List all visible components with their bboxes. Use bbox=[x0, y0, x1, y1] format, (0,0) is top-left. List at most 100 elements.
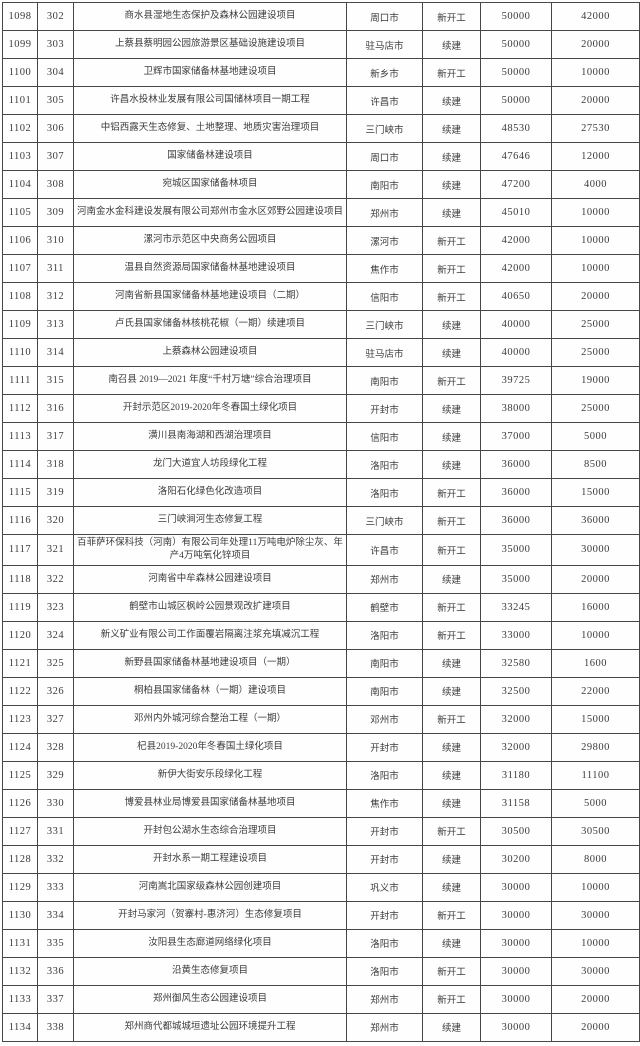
cell-amount-2: 15000 bbox=[551, 478, 640, 507]
cell-amount-1: 45010 bbox=[480, 198, 552, 227]
table-row: 1127 331 开封包公湖水生态综合治理项目 开封市 新开工 30500 30… bbox=[2, 816, 640, 846]
cell-seq-number: 316 bbox=[37, 394, 74, 423]
table-row: 1123 327 邓州内外城河综合整治工程（一期） 邓州市 新开工 32000 … bbox=[2, 704, 640, 734]
cell-amount-1: 30000 bbox=[480, 956, 552, 986]
cell-amount-1: 32500 bbox=[480, 676, 552, 706]
cell-seq-number: 311 bbox=[37, 254, 74, 283]
cell-amount-1: 30000 bbox=[480, 928, 552, 958]
table-row: 1132 336 沿黄生态修复项目 洛阳市 新开工 30000 30000 bbox=[2, 956, 640, 986]
table-row: 1099 303 上蔡县蔡明园公园旅游景区基础设施建设项目 驻马店市 续建 50… bbox=[2, 30, 640, 59]
cell-amount-1: 35000 bbox=[480, 534, 552, 566]
cell-status: 续建 bbox=[422, 760, 481, 790]
cell-city: 洛阳市 bbox=[346, 956, 423, 986]
cell-city: 周口市 bbox=[346, 2, 423, 31]
cell-amount-2: 30000 bbox=[551, 956, 640, 986]
cell-amount-2: 20000 bbox=[551, 564, 640, 594]
cell-project-name: 潢川县南海湖和西湖治理项目 bbox=[73, 422, 347, 451]
cell-amount-2: 30000 bbox=[551, 900, 640, 930]
cell-amount-1: 37000 bbox=[480, 422, 552, 451]
cell-city: 三门峡市 bbox=[346, 310, 423, 339]
table-row: 1110 314 上蔡森林公园建设项目 驻马店市 续建 40000 25000 bbox=[2, 338, 640, 367]
cell-row-id: 1106 bbox=[2, 226, 38, 255]
cell-row-id: 1114 bbox=[2, 450, 38, 479]
cell-seq-number: 326 bbox=[37, 676, 74, 706]
cell-amount-1: 47646 bbox=[480, 142, 552, 171]
table-row: 1105 309 河南金水金科建设发展有限公司郑州市金水区郊野公园建设项目 郑州… bbox=[2, 198, 640, 227]
cell-seq-number: 310 bbox=[37, 226, 74, 255]
cell-amount-1: 30000 bbox=[480, 1012, 552, 1042]
cell-seq-number: 304 bbox=[37, 58, 74, 87]
cell-seq-number: 312 bbox=[37, 282, 74, 311]
cell-project-name: 开封水系一期工程建设项目 bbox=[73, 844, 347, 874]
cell-status: 续建 bbox=[422, 450, 481, 479]
cell-amount-1: 40000 bbox=[480, 338, 552, 367]
cell-row-id: 1108 bbox=[2, 282, 38, 311]
cell-seq-number: 323 bbox=[37, 592, 74, 622]
cell-seq-number: 322 bbox=[37, 564, 74, 594]
cell-status: 续建 bbox=[422, 1012, 481, 1042]
cell-seq-number: 329 bbox=[37, 760, 74, 790]
cell-seq-number: 331 bbox=[37, 816, 74, 846]
cell-project-name: 桐柏县国家储备林（一期）建设项目 bbox=[73, 676, 347, 706]
cell-amount-1: 30000 bbox=[480, 872, 552, 902]
cell-city: 开封市 bbox=[346, 900, 423, 930]
cell-amount-2: 10000 bbox=[551, 620, 640, 650]
cell-seq-number: 335 bbox=[37, 928, 74, 958]
cell-city: 驻马店市 bbox=[346, 30, 423, 59]
cell-amount-2: 15000 bbox=[551, 704, 640, 734]
cell-amount-2: 10000 bbox=[551, 58, 640, 87]
cell-amount-2: 10000 bbox=[551, 928, 640, 958]
cell-status: 续建 bbox=[422, 732, 481, 762]
cell-status: 续建 bbox=[422, 564, 481, 594]
cell-row-id: 1099 bbox=[2, 30, 38, 59]
cell-status: 续建 bbox=[422, 394, 481, 423]
cell-amount-1: 30500 bbox=[480, 816, 552, 846]
cell-amount-2: 20000 bbox=[551, 86, 640, 115]
cell-city: 南阳市 bbox=[346, 366, 423, 395]
cell-project-name: 许昌水投林业发展有限公司国储林项目一期工程 bbox=[73, 86, 347, 115]
cell-amount-2: 20000 bbox=[551, 984, 640, 1014]
cell-city: 漯河市 bbox=[346, 226, 423, 255]
cell-project-name: 卢氏县国家储备林核桃花椒（一期）续建项目 bbox=[73, 310, 347, 339]
cell-status: 新开工 bbox=[422, 2, 481, 31]
cell-row-id: 1134 bbox=[2, 1012, 38, 1042]
cell-amount-2: 29800 bbox=[551, 732, 640, 762]
cell-status: 新开工 bbox=[422, 620, 481, 650]
cell-project-name: 河南金水金科建设发展有限公司郑州市金水区郊野公园建设项目 bbox=[73, 198, 347, 227]
table-row: 1107 311 温县自然资源局国家储备林基地建设项目 焦作市 新开工 4200… bbox=[2, 254, 640, 283]
cell-city: 鹤壁市 bbox=[346, 592, 423, 622]
table-row: 1124 328 杞县2019-2020年冬春国土绿化项目 开封市 续建 320… bbox=[2, 732, 640, 762]
cell-amount-2: 30500 bbox=[551, 816, 640, 846]
cell-amount-1: 36000 bbox=[480, 478, 552, 507]
cell-amount-1: 32000 bbox=[480, 732, 552, 762]
cell-status: 续建 bbox=[422, 872, 481, 902]
cell-project-name: 新野县国家储备林基地建设项目（一期） bbox=[73, 648, 347, 678]
cell-amount-1: 30000 bbox=[480, 984, 552, 1014]
cell-amount-2: 19000 bbox=[551, 366, 640, 395]
cell-row-id: 1121 bbox=[2, 648, 38, 678]
cell-row-id: 1120 bbox=[2, 620, 38, 650]
table-row: 1114 318 龙门大道宜人坊段绿化工程 洛阳市 续建 36000 8500 bbox=[2, 450, 640, 479]
cell-row-id: 1128 bbox=[2, 844, 38, 874]
table-row: 1109 313 卢氏县国家储备林核桃花椒（一期）续建项目 三门峡市 续建 40… bbox=[2, 310, 640, 339]
cell-status: 续建 bbox=[422, 170, 481, 199]
cell-amount-1: 50000 bbox=[480, 58, 552, 87]
cell-project-name: 龙门大道宜人坊段绿化工程 bbox=[73, 450, 347, 479]
cell-seq-number: 307 bbox=[37, 142, 74, 171]
cell-row-id: 1122 bbox=[2, 676, 38, 706]
cell-amount-1: 50000 bbox=[480, 86, 552, 115]
cell-status: 续建 bbox=[422, 198, 481, 227]
cell-amount-2: 10000 bbox=[551, 226, 640, 255]
cell-seq-number: 306 bbox=[37, 114, 74, 143]
cell-city: 洛阳市 bbox=[346, 760, 423, 790]
cell-seq-number: 330 bbox=[37, 788, 74, 818]
cell-row-id: 1113 bbox=[2, 422, 38, 451]
cell-row-id: 1107 bbox=[2, 254, 38, 283]
table-row: 1131 335 汝阳县生态廊道网络绿化项目 洛阳市 续建 30000 1000… bbox=[2, 928, 640, 958]
cell-city: 郑州市 bbox=[346, 564, 423, 594]
cell-amount-2: 11100 bbox=[551, 760, 640, 790]
cell-status: 新开工 bbox=[422, 58, 481, 87]
cell-project-name: 鹤壁市山城区枫岭公园景观改扩建项目 bbox=[73, 592, 347, 622]
cell-project-name: 漯河市示范区中央商务公园项目 bbox=[73, 226, 347, 255]
